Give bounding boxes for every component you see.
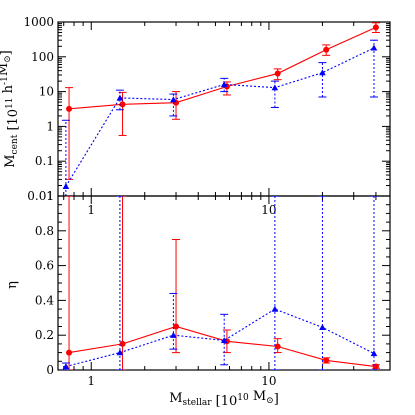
axis-label-part-bracket-close: ]: [0, 50, 14, 55]
bottom-data-point: [323, 357, 330, 364]
bottom-data-point: [274, 343, 281, 350]
top-ytick-label: 0.01: [27, 189, 54, 203]
top-ytick-label: 10: [39, 85, 54, 99]
axis-label-part-unit: M: [249, 389, 266, 404]
axis-label-part-unit2-sub: ⊙: [3, 55, 13, 63]
top-data-point: [220, 81, 228, 88]
top-data-point: [170, 96, 177, 103]
top-data-point: [370, 44, 378, 51]
top-y-axis-label: Mcent [1011 h-1M⊙]: [0, 50, 21, 168]
bottom-data-point: [220, 337, 228, 344]
top-panel: 1 10 0.01 0.1 1 10 100 1000: [23, 15, 391, 217]
top-data-point: [62, 182, 70, 189]
top-data-point: [372, 24, 379, 31]
x-axis-label: Mstellar [1010 M⊙]: [169, 389, 279, 409]
bottom-data-point: [170, 331, 177, 338]
bottom-ytick-label: 0.8: [35, 224, 54, 238]
top-xtick-label: 10: [261, 203, 276, 217]
top-xtick-label: 1: [87, 203, 95, 217]
top-ytick-label: 0.1: [35, 154, 54, 168]
axis-label-part-bracket-close: ]: [274, 392, 279, 407]
bottom-ytick-label: 0.2: [35, 328, 54, 342]
bottom-series-line: [68, 325, 376, 368]
bottom-xtick-label: 1: [87, 374, 95, 388]
bottom-data-point: [66, 349, 73, 356]
top-ytick-label: 1: [46, 119, 54, 133]
bottom-data-point: [116, 349, 124, 356]
axis-label-part-unit2: M: [0, 63, 11, 76]
top-series-line: [68, 26, 377, 110]
top-data-point: [319, 69, 326, 76]
bottom-data-point: [119, 340, 126, 347]
bottom-ytick-label: 0: [46, 363, 54, 377]
axis-label-part-bracket-open: [10: [212, 394, 238, 409]
bottom-panel: 1 10 0 0.2 0.4 0.6 0.8 1: [35, 189, 391, 388]
top-series-red: [65, 22, 380, 180]
bottom-xtick-label: 10: [261, 374, 276, 388]
bottom-series-red: [65, 196, 380, 370]
bottom-data-point: [370, 350, 378, 357]
axis-label-part-unit-sup: -1: [0, 76, 10, 85]
top-data-point: [66, 105, 73, 112]
top-data-point: [323, 46, 330, 53]
top-data-point: [271, 84, 279, 91]
bottom-plot-area: [61, 196, 380, 370]
top-ytick-label: 100: [31, 50, 54, 64]
axis-label-part-unit: h: [1, 84, 16, 97]
axis-label-part-sub: stellar: [183, 398, 213, 408]
axis-label-part-bracket-open: [10: [6, 109, 21, 135]
axis-labels: Mstellar [1010 M⊙]Mcent [1011 h-1M⊙]η: [0, 50, 279, 409]
bottom-ytick-label: 0.6: [35, 259, 54, 273]
axis-label-part-main: M: [169, 391, 182, 406]
top-plot-area: [61, 22, 380, 196]
top-series-line: [65, 47, 375, 187]
bottom-data-point: [62, 363, 70, 370]
top-ytick-label: 1000: [23, 15, 54, 29]
axis-label-part-sub: cent: [10, 134, 20, 154]
bottom-data-point: [173, 323, 180, 330]
bottom-series-blue: [61, 196, 378, 370]
bottom-y-axis-label: η: [5, 281, 20, 289]
top-data-point: [274, 70, 281, 77]
axis-label-part-sup: 10: [237, 393, 249, 403]
axis-label-part-unit-sub: ⊙: [266, 396, 274, 406]
top-series-blue: [61, 39, 378, 196]
axis-label-part-main: η: [5, 281, 20, 289]
bottom-ytick-label: 1: [46, 189, 54, 203]
top-data-point: [116, 94, 124, 101]
axis-label-part-main: M: [3, 154, 18, 167]
bottom-data-point: [271, 305, 279, 312]
bottom-data-point: [319, 324, 326, 331]
top-plot-frame: [57, 21, 391, 197]
bottom-ytick-label: 0.4: [35, 293, 54, 307]
axis-label-part-sup: 11: [5, 97, 15, 108]
top-data-point: [119, 101, 126, 108]
